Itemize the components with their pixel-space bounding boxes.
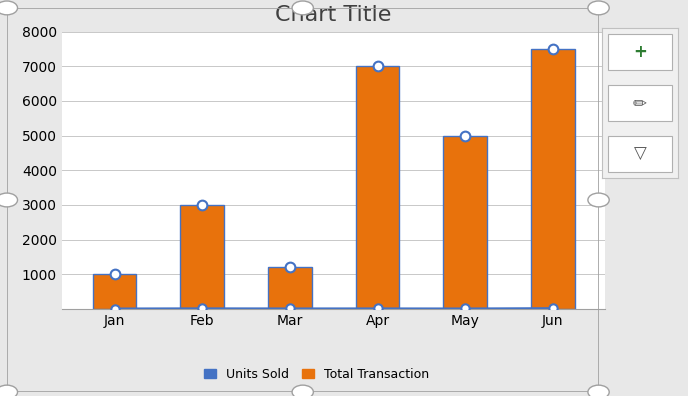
Bar	[180, 205, 224, 309]
Units Sold	[110, 306, 118, 311]
Circle shape	[0, 385, 17, 396]
Bar	[608, 136, 671, 172]
Units Sold	[374, 306, 382, 311]
Bar	[531, 49, 574, 309]
Circle shape	[292, 385, 313, 396]
Bar	[356, 66, 400, 309]
Line: Units Sold: Units Sold	[110, 304, 557, 313]
Circle shape	[0, 1, 17, 15]
Circle shape	[292, 1, 313, 15]
Bar	[268, 267, 312, 309]
Bar	[608, 34, 671, 70]
Units Sold	[461, 306, 469, 311]
Circle shape	[588, 385, 609, 396]
Bar	[608, 85, 671, 121]
Units Sold	[198, 306, 206, 311]
Circle shape	[0, 193, 17, 207]
Text: ✏: ✏	[633, 94, 647, 112]
Circle shape	[588, 1, 609, 15]
Title: Chart Title: Chart Title	[275, 5, 392, 25]
Bar	[443, 135, 487, 309]
Units Sold	[286, 306, 294, 311]
Text: ▽: ▽	[634, 145, 646, 163]
Units Sold	[549, 306, 557, 310]
Circle shape	[588, 193, 609, 207]
Text: +: +	[633, 43, 647, 61]
Bar	[93, 274, 136, 309]
Legend: Units Sold, Total Transaction: Units Sold, Total Transaction	[199, 363, 434, 386]
